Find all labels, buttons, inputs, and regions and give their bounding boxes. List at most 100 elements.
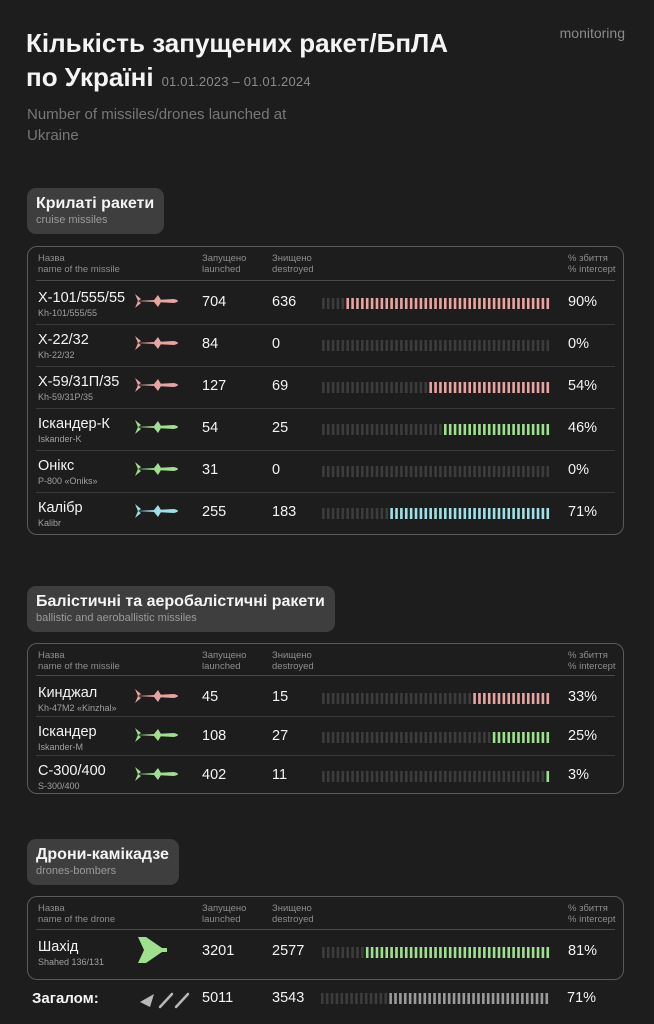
row-percent: 90% bbox=[568, 294, 598, 310]
bar-segment bbox=[468, 382, 471, 393]
bar-segment bbox=[429, 298, 432, 309]
bar-segment bbox=[487, 508, 491, 519]
bar-segment bbox=[404, 947, 408, 958]
bar-segment bbox=[458, 340, 462, 351]
bar-segment bbox=[507, 298, 511, 309]
bar-segment bbox=[369, 993, 373, 1004]
bar-segment bbox=[361, 732, 364, 743]
total-label: Загалом: bbox=[32, 990, 99, 1007]
bar-segment bbox=[546, 508, 550, 519]
bar-segment bbox=[350, 993, 353, 1004]
bar-segment bbox=[531, 771, 535, 782]
bar-segment bbox=[512, 298, 515, 309]
bar-segment bbox=[526, 508, 530, 519]
bar-segment bbox=[326, 382, 330, 393]
bar-segment bbox=[414, 382, 418, 393]
header-divider bbox=[36, 280, 615, 281]
bar-segment bbox=[502, 424, 506, 435]
bar-segment bbox=[492, 947, 496, 958]
bar-segment bbox=[453, 693, 457, 704]
bar-segment bbox=[487, 732, 491, 743]
bar-segment bbox=[370, 771, 374, 782]
bar-segment bbox=[389, 993, 392, 1004]
bar-segment bbox=[375, 382, 379, 393]
bar-segment bbox=[414, 771, 418, 782]
bar-segment bbox=[472, 993, 475, 1004]
missile-icon bbox=[134, 291, 184, 316]
bar-segment bbox=[546, 424, 550, 435]
bar-segment bbox=[439, 508, 442, 519]
bar-segment bbox=[536, 947, 540, 958]
bar-segment bbox=[336, 298, 340, 309]
bar-segment bbox=[351, 424, 354, 435]
total-destroyed: 3543 bbox=[272, 990, 305, 1006]
bar-segment bbox=[360, 993, 363, 1004]
bar-segment bbox=[395, 466, 398, 477]
bar-segment bbox=[458, 508, 462, 519]
bar-segment bbox=[546, 732, 550, 743]
panel-drones: Назва name of the drone Запущено launched Зн… bbox=[27, 896, 624, 980]
bar-segment bbox=[546, 340, 550, 351]
bar-segment bbox=[370, 298, 374, 309]
bar-segment bbox=[497, 424, 501, 435]
bar-segment bbox=[541, 771, 545, 782]
row-launched: 3201 bbox=[202, 943, 235, 959]
missile-icon bbox=[134, 375, 184, 400]
bar-segment bbox=[507, 508, 511, 519]
row-name: Іскандер bbox=[38, 724, 97, 740]
table-row: Х-59/31П/35 Kh-59/31P/35 127 69 54% bbox=[28, 366, 623, 408]
bar-segment bbox=[458, 382, 462, 393]
bar-segment bbox=[322, 340, 325, 351]
bar-segment bbox=[468, 947, 471, 958]
bar-segment bbox=[438, 993, 441, 1004]
row-name: Кинджал bbox=[38, 685, 98, 701]
bar-segment bbox=[487, 424, 491, 435]
missile-icon bbox=[134, 501, 184, 526]
bar-segment bbox=[375, 693, 379, 704]
bar-segment bbox=[487, 298, 491, 309]
bar-segment bbox=[512, 693, 515, 704]
bar-segment bbox=[429, 693, 432, 704]
bar-segment bbox=[390, 732, 393, 743]
bar-segment bbox=[448, 340, 452, 351]
row-destroyed: 11 bbox=[272, 767, 288, 783]
bar-segment bbox=[546, 466, 550, 477]
bar-segment bbox=[458, 424, 462, 435]
row-name-en: Kh-101/555/55 bbox=[38, 308, 98, 318]
section-title: Дрони-камікадзе bbox=[36, 846, 169, 863]
bar-segment bbox=[517, 382, 520, 393]
row-name: Шахід bbox=[38, 939, 79, 955]
bar-segment bbox=[497, 771, 501, 782]
bar-segment bbox=[365, 508, 369, 519]
header-launched: Запущено launched bbox=[202, 903, 247, 925]
bar-segment bbox=[530, 993, 534, 1004]
bar-segment bbox=[322, 382, 325, 393]
bar-segment bbox=[531, 382, 535, 393]
bar-segment bbox=[444, 340, 447, 351]
table-row: Іскандер-К Iskander-K 54 25 46% bbox=[28, 408, 623, 450]
bar-segment bbox=[390, 298, 393, 309]
bar-segment bbox=[473, 424, 476, 435]
bar-segment bbox=[326, 771, 330, 782]
bar-segment bbox=[473, 382, 476, 393]
bar-segment bbox=[390, 340, 393, 351]
row-launched: 255 bbox=[202, 504, 227, 520]
row-divider bbox=[36, 366, 615, 367]
row-percent: 0% bbox=[568, 462, 589, 478]
bar-segment bbox=[409, 382, 413, 393]
bar-segment bbox=[351, 340, 354, 351]
bar-segment bbox=[409, 340, 413, 351]
bar-segment bbox=[453, 947, 457, 958]
bar-segment bbox=[546, 693, 550, 704]
total-row: Загалом: 5011 3543 71% bbox=[0, 988, 654, 1012]
bar-segment bbox=[390, 508, 393, 519]
row-name-en: P-800 «Oniks» bbox=[38, 476, 98, 486]
bar-segment bbox=[526, 340, 530, 351]
bar-segment bbox=[419, 732, 423, 743]
bar-segment bbox=[545, 993, 549, 1004]
bar-segment bbox=[536, 382, 540, 393]
bar-segment bbox=[531, 693, 535, 704]
bar-segment bbox=[541, 340, 545, 351]
bar-segment bbox=[531, 947, 535, 958]
bar-segment bbox=[458, 947, 462, 958]
